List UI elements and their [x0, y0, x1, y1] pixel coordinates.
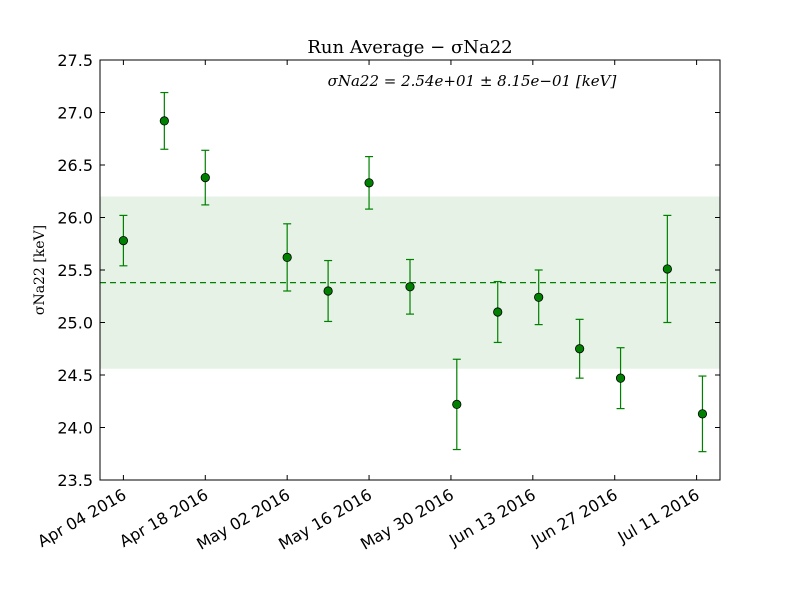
marker — [159, 116, 169, 126]
data-point-11 — [575, 318, 585, 379]
data-point-14 — [697, 375, 708, 453]
data-point-1 — [118, 214, 128, 267]
data-point-13 — [662, 214, 672, 324]
data-point-5 — [323, 259, 333, 323]
marker — [323, 286, 333, 296]
data-point-9 — [493, 280, 503, 344]
data-point-7 — [405, 258, 415, 315]
marker — [534, 292, 544, 302]
marker — [493, 307, 503, 317]
y-tick-label: 26.0 — [57, 209, 93, 228]
x-tick-label: Jun 13 2016 — [445, 485, 539, 550]
marker — [200, 173, 210, 183]
marker — [118, 236, 128, 246]
x-tick-label: May 30 2016 — [357, 485, 457, 554]
y-tick-label: 27.0 — [57, 104, 93, 123]
marker — [615, 373, 626, 383]
marker — [575, 344, 585, 354]
x-tick-label: Jul 11 2016 — [614, 485, 703, 547]
y-tick-label: 24.0 — [57, 419, 93, 438]
marker — [282, 252, 292, 262]
y-tick-label: 26.5 — [57, 156, 93, 175]
data-point-4 — [282, 223, 292, 292]
marker — [405, 282, 415, 292]
chart-annotation: σNa22 = 2.54e+01 ± 8.15e−01 [keV] — [328, 72, 617, 90]
marker — [364, 178, 374, 188]
marker — [662, 264, 672, 274]
data-point-8 — [452, 358, 462, 451]
marker — [697, 409, 708, 419]
y-tick-label: 25.5 — [57, 261, 93, 280]
marker — [452, 399, 462, 409]
data-point-3 — [200, 149, 210, 206]
y-tick-label: 23.5 — [57, 471, 93, 490]
data-point-12 — [615, 347, 626, 410]
x-tick-label: Jun 27 2016 — [527, 485, 621, 550]
data-point-10 — [534, 269, 544, 326]
y-tick-label: 25.0 — [57, 314, 93, 333]
x-tick-label: Apr 04 2016 — [34, 485, 129, 551]
y-tick-label: 24.5 — [57, 366, 93, 385]
chart-title: Run Average − σNa22 — [307, 37, 512, 58]
data-point-2 — [159, 91, 169, 150]
data-point-6 — [364, 156, 374, 210]
y-axis-label: σNa22 [keV] — [32, 225, 48, 315]
y-tick-label: 27.5 — [57, 51, 93, 70]
